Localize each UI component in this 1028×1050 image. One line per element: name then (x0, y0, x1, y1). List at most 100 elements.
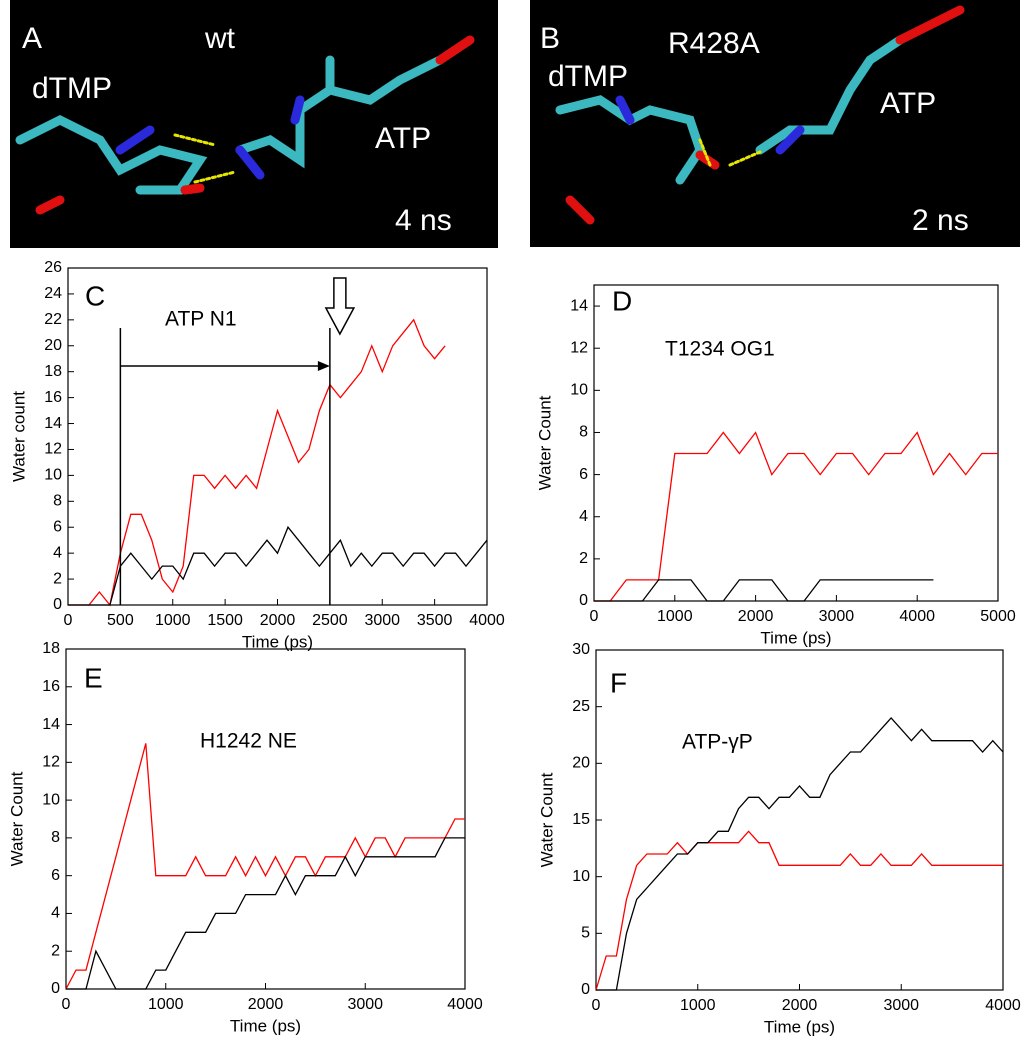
molecule-image (10, 0, 498, 248)
x-axis-title: Time (ps) (230, 1016, 301, 1035)
y-tick-label: 14 (42, 716, 60, 733)
x-tick-label: 2000 (248, 996, 284, 1013)
y-tick-label: 0 (53, 596, 62, 613)
data-line (596, 717, 1004, 991)
time-label: 2 ns (912, 204, 969, 237)
molecule-sticks (555, 5, 965, 225)
panel-label: C (85, 280, 105, 311)
data-line (68, 525, 488, 606)
annotation: ATP-γP (682, 731, 753, 754)
data-line (594, 579, 934, 602)
y-tick-label: 2 (53, 570, 62, 587)
y-tick-label: 15 (572, 811, 590, 828)
panel-label: B (540, 22, 560, 55)
x-tick-label: 3000 (883, 997, 919, 1014)
x-tick-label: 4000 (985, 997, 1021, 1014)
y-tick-label: 10 (570, 382, 588, 399)
y-tick-label: 10 (44, 467, 62, 484)
plot-frame (595, 649, 1004, 991)
annotation: T1234 OG1 (665, 338, 775, 361)
x-tick-label: 1000 (657, 608, 693, 625)
data-line (594, 431, 998, 602)
event-arrow (324, 277, 356, 336)
nucleotide-label: ATP (880, 87, 936, 120)
x-tick-label: 500 (107, 612, 134, 629)
x-tick-label: 3000 (819, 608, 855, 625)
x-tick-label: 2000 (738, 608, 774, 625)
chart: 0 1000 2000 3000 4000 5000 0 2 4 6 8 10 12 14 Time (ps… (535, 284, 1016, 647)
x-tick-label: 4000 (469, 612, 505, 629)
data-line (595, 830, 1003, 991)
y-tick-label: 30 (572, 641, 590, 658)
panel-label: D (612, 285, 632, 316)
y-tick-label: 0 (579, 592, 588, 609)
y-tick-label: 6 (51, 867, 60, 884)
panel-label: F (610, 667, 627, 698)
y-tick-label: 20 (572, 755, 590, 772)
x-tick-label: 0 (590, 608, 599, 625)
x-tick-label: 3000 (364, 612, 400, 629)
annotation: ATP N1 (165, 308, 237, 331)
chart: 0 1000 2000 3000 4000 0 2 4 6 8 10 12 14 16 18 Time (ps… (7, 640, 482, 1035)
plot-frame (593, 284, 999, 602)
annotation: H1242 NE (200, 730, 297, 753)
y-tick-label: 10 (572, 868, 590, 885)
data-line (66, 837, 465, 990)
y-tick-label: 4 (51, 905, 60, 922)
x-tick-label: 1000 (680, 997, 716, 1014)
x-axis-title: Time (ps) (760, 628, 831, 647)
x-tick-label: 0 (62, 996, 71, 1013)
y-tick-label: 5 (581, 925, 590, 942)
y-tick-label: 8 (579, 424, 588, 441)
y-tick-label: 16 (42, 678, 60, 695)
x-tick-label: 2000 (782, 997, 818, 1014)
y-tick-label: 0 (51, 980, 60, 997)
molecule-sticks (15, 35, 475, 215)
y-tick-label: 4 (53, 544, 62, 561)
x-tick-label: 2000 (260, 612, 296, 629)
x-tick-label: 1000 (148, 996, 184, 1013)
y-tick-label: 24 (44, 285, 62, 302)
y-tick-label: 22 (44, 311, 62, 328)
y-tick-label: 10 (42, 791, 60, 808)
y-tick-label: 14 (570, 297, 588, 314)
x-tick-label: 1000 (155, 612, 191, 629)
data-line (68, 318, 446, 607)
y-tick-label: 12 (44, 441, 62, 458)
y-tick-label: 2 (579, 550, 588, 567)
ligand-label: dTMP (548, 60, 628, 93)
y-tick-label: 18 (42, 640, 60, 657)
y-tick-label: 12 (42, 754, 60, 771)
y-tick-label: 18 (44, 363, 62, 380)
y-tick-label: 6 (579, 466, 588, 483)
y-axis-title: Water Count (537, 772, 556, 867)
mutant-label: R428A (668, 27, 760, 60)
x-axis-title: Time (ps) (764, 1017, 835, 1036)
molecule-image (530, 0, 1020, 247)
x-tick-label: 4000 (899, 608, 935, 625)
panel-b: B R428A dTMP ATP 2 ns (530, 0, 1020, 247)
x-tick-label: 0 (592, 997, 601, 1014)
y-tick-label: 20 (44, 337, 62, 354)
span-arrow-head (317, 361, 330, 371)
x-tick-label: 2500 (312, 612, 348, 629)
time-label: 4 ns (395, 204, 452, 237)
y-tick-label: 8 (51, 829, 60, 846)
y-tick-label: 12 (570, 339, 588, 356)
y-tick-label: 8 (53, 493, 62, 510)
x-tick-label: 4000 (447, 996, 483, 1013)
nucleotide-label: ATP (375, 122, 431, 155)
y-tick-label: 0 (581, 981, 590, 998)
x-axis-title: Time (ps) (242, 632, 313, 651)
y-axis-title: Water count (9, 391, 28, 482)
y-tick-label: 2 (51, 942, 60, 959)
panel-label: E (84, 662, 103, 693)
y-tick-label: 26 (44, 259, 62, 276)
x-tick-label: 5000 (980, 608, 1016, 625)
y-tick-label: 14 (44, 415, 62, 432)
y-axis-title: Water Count (7, 771, 26, 866)
x-tick-label: 0 (64, 612, 73, 629)
mutant-label: wt (204, 22, 236, 55)
panel-a: A wt dTMP ATP 4 ns (10, 0, 498, 248)
